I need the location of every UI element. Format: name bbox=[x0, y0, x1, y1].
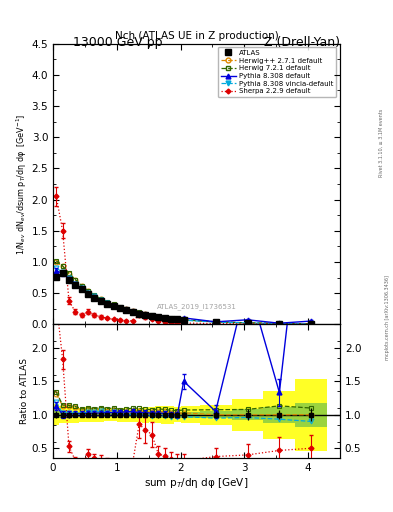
Text: ATLAS_2019_I1736531: ATLAS_2019_I1736531 bbox=[156, 304, 237, 310]
X-axis label: sum p$_T$/dη dφ [GeV]: sum p$_T$/dη dφ [GeV] bbox=[144, 476, 249, 490]
Y-axis label: 1/N$_{ev}$ dN$_{ev}$/dsum p$_T$/dη dφ  [GeV$^{-1}$]: 1/N$_{ev}$ dN$_{ev}$/dsum p$_T$/dη dφ [G… bbox=[15, 113, 29, 254]
Text: Rivet 3.1.10, ≥ 3.1M events: Rivet 3.1.10, ≥ 3.1M events bbox=[379, 109, 384, 178]
Text: mcplots.cern.ch [arXiv:1306.3436]: mcplots.cern.ch [arXiv:1306.3436] bbox=[385, 275, 389, 360]
Y-axis label: Ratio to ATLAS: Ratio to ATLAS bbox=[20, 358, 29, 424]
Legend: ATLAS, Herwig++ 2.7.1 default, Herwig 7.2.1 default, Pythia 8.308 default, Pythi: ATLAS, Herwig++ 2.7.1 default, Herwig 7.… bbox=[218, 47, 336, 97]
Text: 13000 GeV pp: 13000 GeV pp bbox=[73, 36, 163, 49]
Text: Z (Drell-Yan): Z (Drell-Yan) bbox=[264, 36, 340, 49]
Title: Nch (ATLAS UE in Z production): Nch (ATLAS UE in Z production) bbox=[115, 31, 278, 41]
